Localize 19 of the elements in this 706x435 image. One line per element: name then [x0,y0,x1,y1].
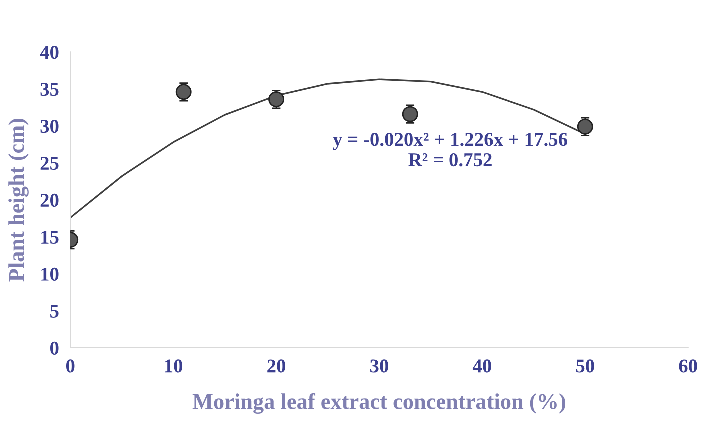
y-axis-title: Plant height (cm) [8,118,29,282]
y-tick-label: 5 [50,305,59,318]
y-tick-label: 30 [40,120,59,134]
y-tick-label: 20 [40,194,59,208]
y-tick-label: 25 [40,156,59,170]
annotation: y = -0.020x² + 1.226x + 17.56 R² = 0.752 [333,133,568,167]
x-tick-label: 40 [472,360,492,373]
y-tick-label: 15 [42,230,59,244]
x-tick-label: 30 [370,360,388,373]
y-tick-label: 10 [42,268,59,281]
x-tick-label: 10 [165,360,183,373]
x-tick-label: 50 [576,360,594,373]
x-tick-label: 0 [66,360,75,373]
y-tick-label: 35 [40,83,59,96]
x-tick-label: 20 [268,360,286,373]
y-tick-label: 40 [40,46,59,60]
x-axis-title: Moringa leaf extract concentration (%) [192,393,566,414]
y-tick-label: 0 [50,342,59,355]
x-tick-label: 60 [679,360,698,373]
